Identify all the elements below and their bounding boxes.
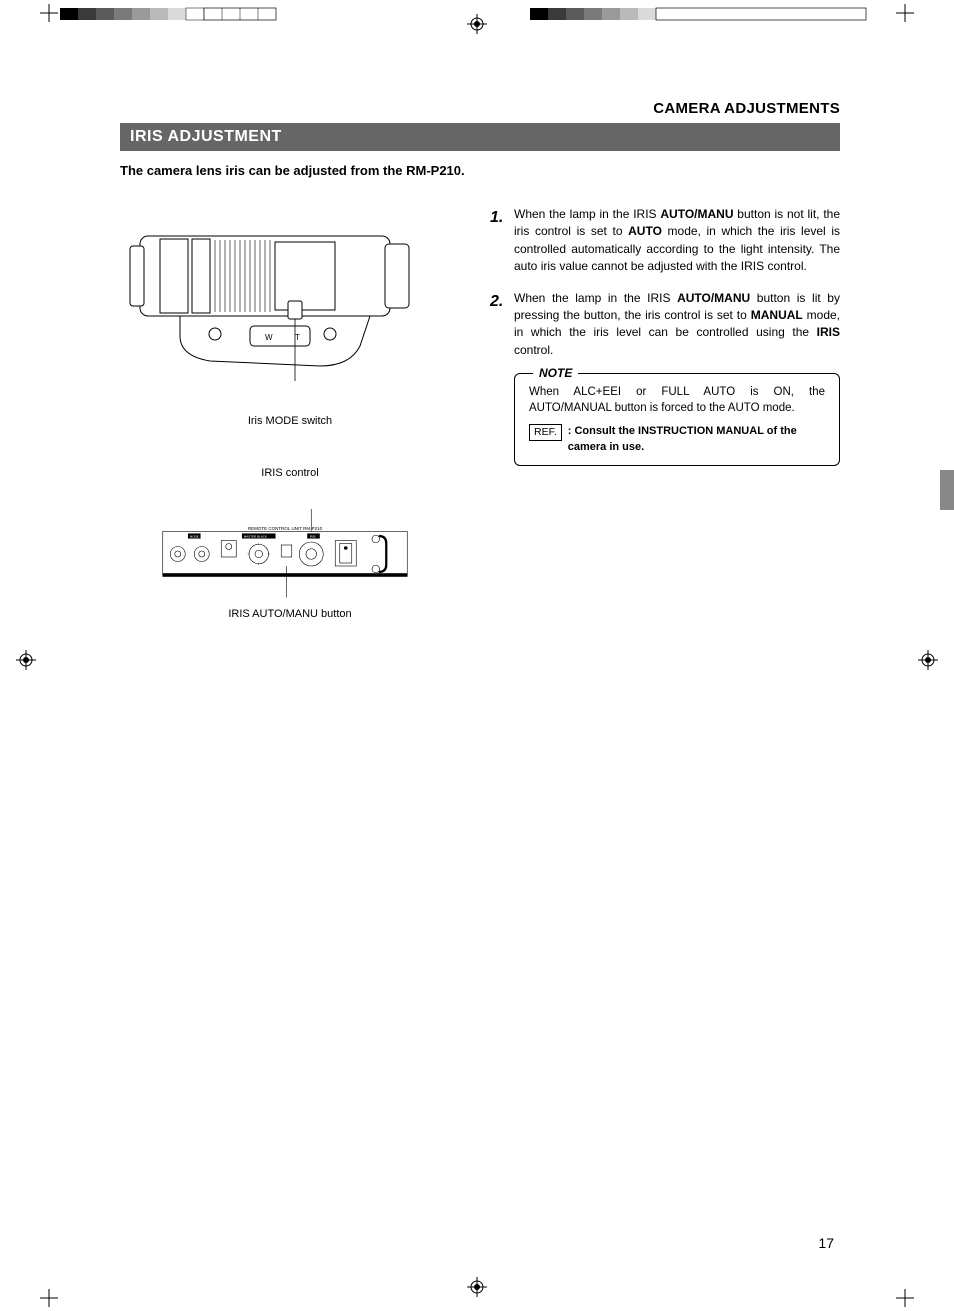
svg-text:W: W <box>265 333 273 342</box>
svg-text:W.BAL: W.BAL <box>224 535 235 539</box>
camera-caption: Iris MODE switch <box>120 415 460 427</box>
svg-text:MODE: MODE <box>190 535 199 539</box>
camera-lens-figure: W T <box>120 206 440 406</box>
ref-text: : Consult the INSTRUCTION MANUAL of the … <box>566 424 825 455</box>
svg-text:I: I <box>359 544 360 548</box>
cropmark-tl <box>40 4 58 22</box>
svg-text:CLOSE: CLOSE <box>300 568 310 572</box>
control-panel-figure: REMOTE CONTROL UNIT RM-P210 PAINT MODE A… <box>120 509 450 599</box>
instructions-column: 1.When the lamp in the IRIS AUTO/MANU bu… <box>490 206 840 620</box>
registration-mark-bottom <box>467 1277 487 1297</box>
registration-mark-top <box>467 14 487 34</box>
svg-text:AUTO: AUTO <box>205 535 215 539</box>
svg-text:PRESET: PRESET <box>223 566 235 570</box>
svg-text:MASTER BLACK: MASTER BLACK <box>244 535 267 539</box>
step-body: When the lamp in the IRIS AUTO/MANU butt… <box>514 206 840 276</box>
step-body: When the lamp in the IRIS AUTO/MANU butt… <box>514 290 840 360</box>
intro-text: The camera lens iris can be adjusted fro… <box>120 163 840 178</box>
panel-top-caption: IRIS control <box>120 467 460 479</box>
step-item: 2.When the lamp in the IRIS AUTO/MANU bu… <box>490 290 840 360</box>
side-tab <box>940 470 954 510</box>
svg-text:O: O <box>359 562 362 566</box>
ref-tag: REF. <box>529 424 562 441</box>
swatch-group-right <box>530 8 866 20</box>
steps-list: 1.When the lamp in the IRIS AUTO/MANU bu… <box>490 206 840 359</box>
step-number: 2. <box>490 290 514 360</box>
note-box: NOTE When ALC+EEI or FULL AUTO is ON, th… <box>514 373 840 466</box>
svg-text:R: R <box>176 566 179 570</box>
step-item: 1.When the lamp in the IRIS AUTO/MANU bu… <box>490 206 840 276</box>
section-header: CAMERA ADJUSTMENTS <box>120 100 840 117</box>
swatch-group-left <box>60 8 276 20</box>
svg-text:OPEN: OPEN <box>319 568 328 572</box>
svg-text:POWER: POWER <box>341 535 355 539</box>
svg-text:PAINT: PAINT <box>178 535 189 539</box>
registration-mark-right <box>918 650 938 670</box>
svg-text:+: + <box>188 553 190 557</box>
panel-bottom-caption: IRIS AUTO/MANU button <box>120 608 460 620</box>
svg-text:IRIS: IRIS <box>310 535 316 539</box>
page-title: IRIS ADJUSTMENT <box>120 123 840 151</box>
svg-text:MANU: MANU <box>281 559 290 563</box>
cropmark-bl <box>40 1289 58 1307</box>
note-body: When ALC+EEI or FULL AUTO is ON, the AUT… <box>529 384 825 416</box>
svg-text:REMOTE CONTROL UNIT RM-P210: REMOTE CONTROL UNIT RM-P210 <box>248 526 323 531</box>
page-content: CAMERA ADJUSTMENTS IRIS ADJUSTMENT The c… <box>120 100 840 620</box>
step-number: 1. <box>490 206 514 276</box>
svg-text:AUTO: AUTO <box>281 541 290 545</box>
ref-line: REF. : Consult the INSTRUCTION MANUAL of… <box>529 424 825 455</box>
page-number: 17 <box>818 1235 834 1251</box>
svg-text:T: T <box>295 333 300 342</box>
registration-mark-left <box>16 650 36 670</box>
note-label: NOTE <box>533 365 578 382</box>
figures-column: W T Iris MODE switch IRIS control REMOTE… <box>120 206 460 620</box>
cropmark-tr <box>896 4 914 22</box>
cropmark-br <box>896 1289 914 1307</box>
